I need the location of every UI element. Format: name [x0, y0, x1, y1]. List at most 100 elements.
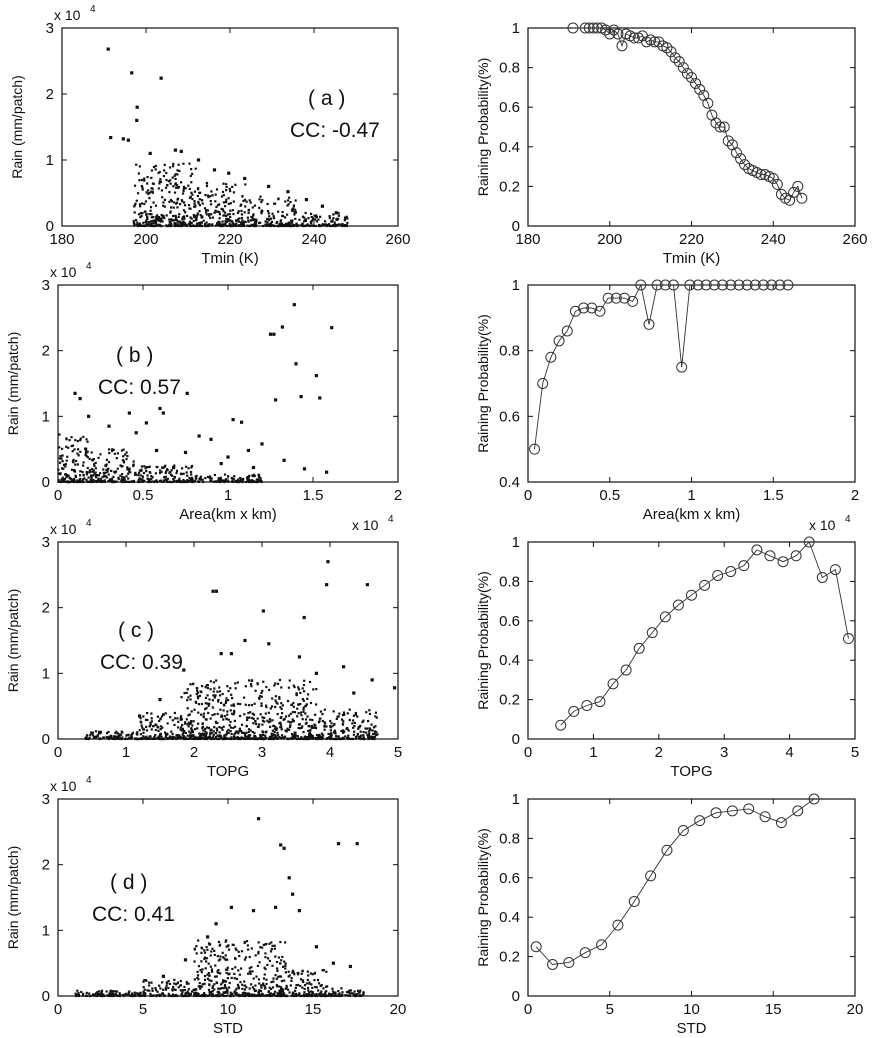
- scatter-point: [165, 224, 168, 227]
- scatter-point: [92, 480, 95, 483]
- scatter-point: [179, 989, 182, 992]
- scatter-point: [355, 994, 358, 997]
- scatter-point: [337, 994, 340, 998]
- scatter-point: [249, 682, 253, 686]
- scatter-point: [134, 218, 138, 222]
- scatter-point: [215, 727, 218, 730]
- scatter-point: [266, 221, 269, 224]
- scatter-point: [280, 715, 283, 719]
- scatter-point: [306, 697, 309, 700]
- scatter-point: [138, 179, 141, 182]
- scatter-point: [275, 221, 278, 225]
- scatter-point: [343, 730, 346, 733]
- scatter-point: [268, 942, 271, 945]
- scatter-point: [290, 219, 293, 222]
- scatter-point: [307, 217, 310, 220]
- scatter-point: [320, 204, 324, 208]
- scatter-point: [153, 735, 156, 738]
- scatter-point: [165, 478, 168, 482]
- scatter-point: [342, 737, 345, 740]
- scatter-point: [223, 983, 227, 987]
- scatter-point: [184, 211, 187, 214]
- scatter-point: [198, 477, 201, 480]
- scatter-point: [260, 695, 263, 698]
- scatter-point: [168, 166, 172, 169]
- scatter-point: [247, 679, 251, 682]
- probability-line: [573, 27, 803, 201]
- scatter-point: [78, 474, 82, 477]
- scatter-point: [97, 479, 100, 482]
- scatter-point: [122, 479, 125, 482]
- scatter-point: [263, 737, 267, 741]
- scatter-point: [245, 200, 248, 203]
- scatter-point: [188, 736, 192, 739]
- scatter-point: [208, 213, 211, 216]
- probability-marker: [645, 870, 657, 882]
- scatter-point: [261, 719, 265, 722]
- scatter-point: [296, 735, 299, 738]
- scatter-point: [173, 711, 176, 715]
- y-tick-label: 0.8: [499, 343, 520, 360]
- scatter-point: [162, 201, 165, 204]
- scatter-point: [249, 224, 252, 227]
- scatter-point: [190, 181, 193, 184]
- scatter-point: [301, 718, 304, 721]
- scatter-point: [195, 988, 198, 991]
- scatter-point: [114, 992, 117, 995]
- scatter-point: [146, 192, 150, 195]
- scatter-point: [166, 722, 169, 725]
- scatter-point: [222, 979, 225, 982]
- scatter-point: [231, 185, 234, 189]
- scatter-point: [199, 987, 202, 990]
- scatter-point: [161, 981, 164, 984]
- x-tick-label: 220: [679, 231, 704, 248]
- scatter-point: [143, 736, 146, 739]
- scatter-point: [298, 737, 301, 741]
- scatter-point: [342, 224, 345, 227]
- scatter-point: [314, 214, 318, 217]
- scatter-point: [222, 182, 225, 185]
- scatter-point: [177, 734, 180, 737]
- scatter-point: [74, 480, 77, 483]
- scatter-point: [270, 705, 274, 708]
- scatter-point: [271, 212, 274, 215]
- probability-marker: [547, 958, 559, 970]
- scatter-point: [196, 974, 200, 977]
- probability-marker: [692, 279, 704, 291]
- scatter-point: [170, 218, 173, 221]
- scatter-point: [270, 220, 274, 224]
- scatter-point: [210, 190, 213, 193]
- scatter-point: [168, 224, 172, 228]
- scatter-point: [279, 975, 282, 978]
- scatter-point: [243, 994, 246, 998]
- scatter-point: [82, 992, 85, 995]
- scatter-point: [251, 480, 254, 484]
- scatter-point: [169, 480, 172, 484]
- scatter-point: [353, 730, 356, 733]
- scatter-point: [261, 689, 264, 693]
- scatter-point: [260, 704, 263, 707]
- scatter-point: [307, 994, 310, 998]
- scatter-point: [362, 731, 365, 734]
- scatter-point: [179, 979, 182, 983]
- scatter-point: [220, 715, 223, 718]
- scatter-point: [179, 715, 183, 718]
- scatter-point: [256, 717, 259, 720]
- scatter-point: [148, 212, 151, 216]
- scatter-point: [238, 954, 241, 958]
- scatter-point: [252, 977, 255, 980]
- scatter-point: [259, 195, 262, 198]
- scatter-point: [241, 219, 244, 222]
- scatter-point: [175, 218, 178, 221]
- scatter-point: [181, 221, 184, 224]
- scatter-point: [307, 729, 310, 732]
- scatter-point: [310, 224, 314, 227]
- scatter-point: [156, 465, 159, 469]
- scatter-point: [150, 213, 153, 216]
- scatter-point: [232, 713, 235, 716]
- scatter-point: [137, 213, 141, 216]
- x-tick-label: 220: [217, 231, 242, 248]
- scatter-point: [226, 220, 229, 223]
- scatter-point: [112, 737, 116, 740]
